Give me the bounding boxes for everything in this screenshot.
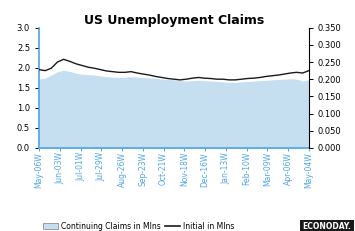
Title: US Unemployment Claims: US Unemployment Claims (84, 14, 264, 27)
Legend: Continuing Claims in Mlns, Initial in Mlns: Continuing Claims in Mlns, Initial in Ml… (43, 222, 235, 231)
Text: ECONODAY.: ECONODAY. (302, 222, 351, 231)
